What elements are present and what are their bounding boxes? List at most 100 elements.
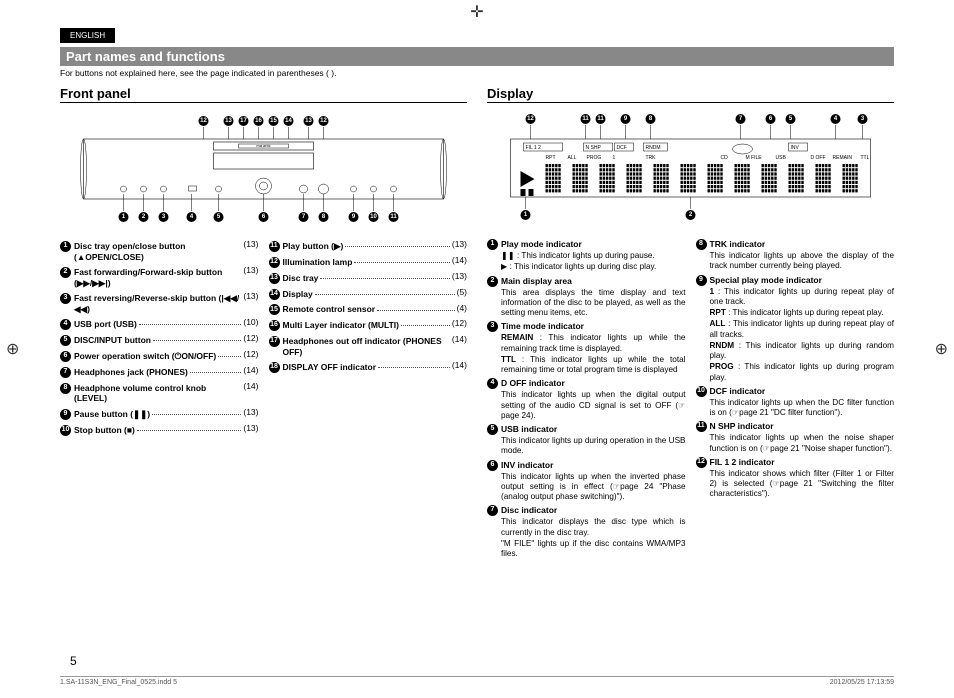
list-item: 1Play mode indicator❚❚ : This indicator … xyxy=(487,239,686,273)
list-item: 10Stop button (■)(13) xyxy=(60,423,259,436)
list-item: 9Special play mode indicator1 : This ind… xyxy=(696,275,895,383)
list-item: 8TRK indicatorThis indicator lights up a… xyxy=(696,239,895,272)
page-ref: (13) xyxy=(243,265,258,276)
front-panel-heading: Front panel xyxy=(60,86,467,103)
svg-text:USB: USB xyxy=(776,155,787,161)
list-item: 11Play button (▶)(13) xyxy=(269,239,468,252)
svg-text:14: 14 xyxy=(285,118,292,124)
page-ref: (12) xyxy=(243,333,258,344)
page-ref: (13) xyxy=(452,239,467,250)
list-item: 11N SHP indicatorThis indicator lights u… xyxy=(696,421,895,454)
item-title: DISPLAY OFF indicator xyxy=(283,362,377,373)
item-title: Fast forwarding/Forward-skip button (▶▶/… xyxy=(74,267,239,288)
item-description: This indicator lights up when the invert… xyxy=(501,472,686,503)
list-item: 7Headphones jack (PHONES)(14) xyxy=(60,365,259,378)
number-badge: 7 xyxy=(60,367,71,378)
crop-mark-right: ⊕ xyxy=(935,339,948,359)
page-ref: (5) xyxy=(457,287,467,298)
display-list-right: 8TRK indicatorThis indicator lights up a… xyxy=(696,239,895,562)
page-ref: (4) xyxy=(457,303,467,314)
svg-text:13: 13 xyxy=(305,118,312,124)
item-title: Multi Layer indicator (MULTI) xyxy=(283,320,399,331)
display-column: Display FIL 1 2N SHPDCFRNDMINV RPTALLPRO… xyxy=(487,86,894,562)
item-description: This area displays the time display and … xyxy=(501,288,686,319)
item-description: This indicator lights up when the noise … xyxy=(710,433,895,454)
svg-text:ma antz: ma antz xyxy=(256,143,270,148)
number-badge: 17 xyxy=(269,336,280,347)
number-badge: 18 xyxy=(269,362,280,373)
item-title: INV indicator xyxy=(501,460,553,471)
svg-text:16: 16 xyxy=(255,118,262,124)
list-item: 5USB indicatorThis indicator lights up d… xyxy=(487,424,686,457)
item-title: DCF indicator xyxy=(710,386,766,397)
svg-text:15: 15 xyxy=(270,118,277,124)
item-description: This indicator shows which filter (Filte… xyxy=(710,469,895,500)
item-title: USB indicator xyxy=(501,424,557,435)
page-ref: (13) xyxy=(243,407,258,418)
number-badge: 5 xyxy=(60,335,71,346)
svg-text:FIL 1 2: FIL 1 2 xyxy=(526,145,542,151)
list-item: 14Display(5) xyxy=(269,287,468,300)
svg-text:12: 12 xyxy=(320,118,327,124)
item-title: Illumination lamp xyxy=(283,257,353,268)
item-title: Headphone volume control knob (LEVEL) xyxy=(74,383,239,404)
list-item: 15Remote control sensor(4) xyxy=(269,303,468,316)
page-ref: (14) xyxy=(452,334,467,345)
list-item: 6Power operation switch (⏻ON/OFF)(12) xyxy=(60,349,259,362)
display-heading: Display xyxy=(487,86,894,103)
page-ref: (10) xyxy=(243,317,258,328)
number-badge: 10 xyxy=(60,425,71,436)
front-panel-list-right: 11Play button (▶)(13) 12Illumination lamp… xyxy=(269,239,468,439)
svg-text:11: 11 xyxy=(582,116,589,122)
svg-text:17: 17 xyxy=(240,118,247,124)
page-ref: (14) xyxy=(243,365,258,376)
number-badge: 6 xyxy=(487,460,498,471)
list-item: 18DISPLAY OFF indicator (14) xyxy=(269,360,468,373)
item-title: D OFF indicator xyxy=(501,378,565,389)
list-item: 13Disc tray(13) xyxy=(269,271,468,284)
number-badge: 8 xyxy=(696,239,707,250)
svg-text:TRK: TRK xyxy=(646,155,657,161)
svg-text:ALL: ALL xyxy=(568,155,577,161)
item-title: Play mode indicator xyxy=(501,239,582,250)
svg-text:INV: INV xyxy=(791,145,800,151)
item-title: Time mode indicator xyxy=(501,321,584,332)
svg-text:D OFF: D OFF xyxy=(811,155,826,161)
item-description: This indicator lights up when the DC fil… xyxy=(710,398,895,419)
page-ref: (13) xyxy=(243,291,258,302)
crop-mark-left: ⊕ xyxy=(6,339,19,359)
svg-text:1: 1 xyxy=(613,155,616,161)
section-title: Part names and functions xyxy=(60,47,894,66)
list-item: 3Fast reversing/Reverse-skip button (|◀◀… xyxy=(60,291,259,314)
item-title: DISC/INPUT button xyxy=(74,335,151,346)
number-badge: 12 xyxy=(269,257,280,268)
item-title: Pause button (❚❚) xyxy=(74,409,150,420)
item-title: USB port (USB) xyxy=(74,319,137,330)
list-item: 17Headphones out off indicator (PHONES O… xyxy=(269,334,468,357)
item-description: 1 : This indicator lights up during repe… xyxy=(710,287,895,383)
item-description: This indicator lights up during operatio… xyxy=(501,436,686,457)
page-ref: (14) xyxy=(452,360,467,371)
item-title: Power operation switch (⏻ON/OFF) xyxy=(74,351,216,362)
front-panel-list-left: 1Disc tray open/close button (▲OPEN/CLOS… xyxy=(60,239,259,439)
page-ref: (12) xyxy=(243,349,258,360)
svg-text:DCF: DCF xyxy=(617,145,627,151)
list-item: 12FIL 1 2 indicatorThis indicator shows … xyxy=(696,457,895,500)
number-badge: 1 xyxy=(60,241,71,252)
list-item: 9Pause button (❚❚) (13) xyxy=(60,407,259,420)
list-item: 7Disc indicatorThis indicator displays t… xyxy=(487,505,686,559)
item-title: Headphones out off indicator (PHONES OFF… xyxy=(283,336,448,357)
list-item: 3Time mode indicatorREMAIN : This indica… xyxy=(487,321,686,375)
display-figure: FIL 1 2N SHPDCFRNDMINV RPTALLPROG1TRKCDM… xyxy=(487,109,894,229)
item-title: Special play mode indicator xyxy=(710,275,822,286)
number-badge: 13 xyxy=(269,273,280,284)
number-badge: 15 xyxy=(269,304,280,315)
page-ref: (13) xyxy=(452,271,467,282)
list-item: 12Illumination lamp(14) xyxy=(269,255,468,268)
svg-text:12: 12 xyxy=(200,118,207,124)
number-badge: 9 xyxy=(60,409,71,420)
svg-text:RPT: RPT xyxy=(546,155,556,161)
item-title: Display xyxy=(283,289,313,300)
footer-left: 1.SA-11S3N_ENG_Final_0525.indd 5 xyxy=(60,679,177,686)
number-badge: 10 xyxy=(696,386,707,397)
